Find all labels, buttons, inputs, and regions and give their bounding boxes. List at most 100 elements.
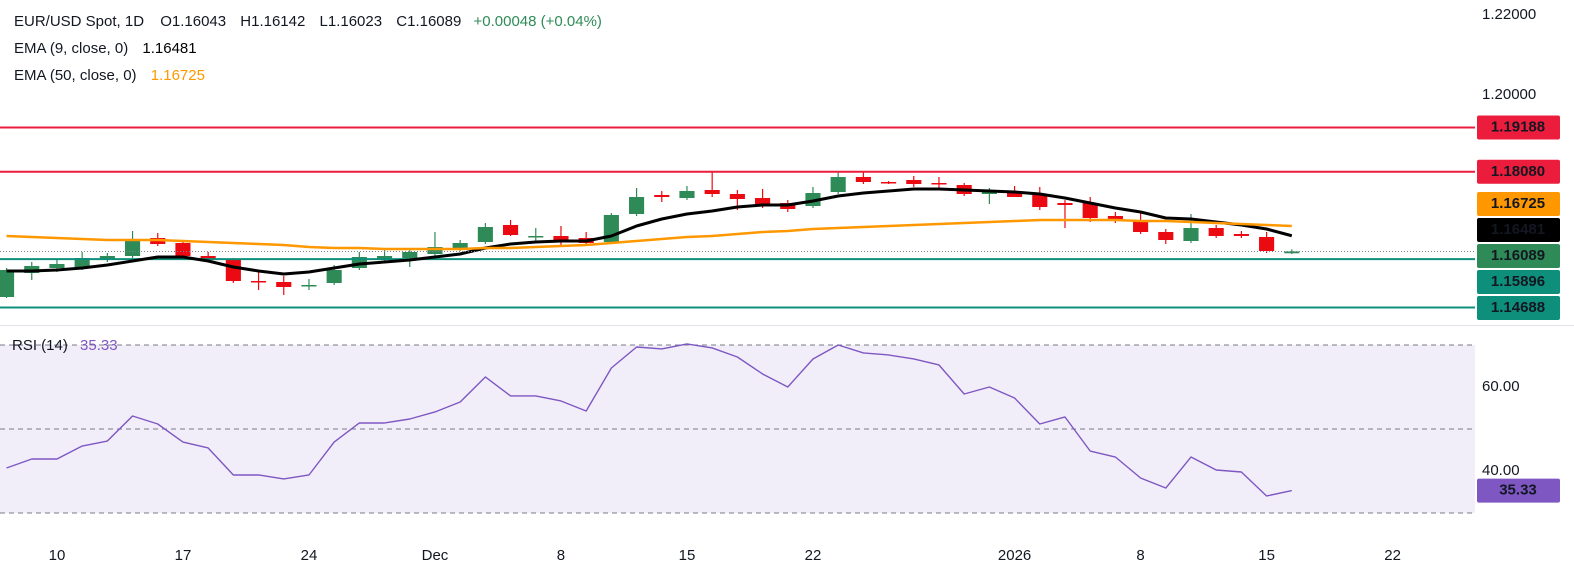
x-tick-label: 15 [679,547,696,564]
x-tick-label: 8 [557,547,565,564]
legend-name: RSI (14) [12,337,68,354]
candle-body [175,243,191,256]
ohlc-low: L1.16023 [320,13,383,30]
candle-body [1233,234,1249,236]
price-box-bg [1477,269,1560,294]
candle-body [402,252,418,258]
rsi-line [6,343,1292,497]
price-box-bg [1477,191,1560,216]
candle-body [1107,216,1123,220]
candle-body [855,177,871,182]
candle-body [1133,220,1149,232]
candle-body [0,270,15,297]
candle-body [881,182,897,184]
candle-body [1183,228,1199,241]
price-box: 1.19188 [1477,115,1560,140]
legend-value: 35.33 [80,337,118,354]
candle-body [99,256,115,259]
rsi-value-box: 35.33 [1477,478,1560,503]
candle-body [1259,237,1275,251]
candle-body [477,227,493,242]
x-tick-label: Dec [422,547,449,564]
y-tick-label: 60.00 [1482,378,1520,395]
ohlc-high: H1.16142 [240,13,305,30]
y-tick-label: 1.22000 [1482,6,1536,23]
price-box-bg [1477,159,1560,184]
legend-name: EMA (50, close, 0) [14,67,137,84]
legend-value: 1.16481 [142,40,196,57]
price-box-bg [1477,295,1560,320]
x-tick-label: 2026 [998,547,1031,564]
candle-body [124,241,141,256]
candle-body [654,195,670,197]
candle-body [679,191,695,198]
y-tick-label: 40.00 [1482,462,1520,479]
x-tick-label: 22 [805,547,822,564]
change: +0.00048 (+0.04%) [474,13,602,30]
x-tick-label: 17 [175,547,192,564]
header: EUR/USD Spot, 1D O1.16043 H1.16142 L1.16… [14,13,602,30]
candle-body [1082,203,1098,218]
rsi-legend: RSI (14) 35.33 [12,337,118,354]
ohlc-close: C1.16089 [396,13,461,30]
plot: 10 17 24 Dec 8 15 22 2026 8 15 22 1.22000 1.20000 60.… [0,6,1560,564]
candle-body [629,197,645,214]
candle-body [200,256,216,259]
candle-body [755,198,771,206]
ohlc-open: O1.16043 [160,13,226,30]
candle-body [830,177,846,192]
candle-body [74,258,90,268]
x-tick-label: 24 [301,547,318,564]
candle-body [49,264,65,268]
candle-body [1007,191,1023,197]
price-box-label: 1.18080 [1491,163,1545,180]
price-box-label: 1.19188 [1491,118,1545,135]
candle-body [704,190,720,194]
candle-body [1208,228,1224,236]
price-box: 1.15896 [1477,269,1560,294]
price-box: 1.16481 [1477,217,1560,242]
candle-body [553,236,569,242]
price-box-bg [1477,115,1560,140]
candle-body [931,183,947,185]
candle-body [906,180,922,184]
symbol-title: EUR/USD Spot, 1D [14,13,144,30]
price-box-label: 1.16089 [1491,247,1545,264]
ema50-legend: EMA (50, close, 0) 1.16725 [14,67,205,84]
candle-body [452,243,468,250]
legend-name: EMA (9, close, 0) [14,40,128,57]
candle-body [225,260,241,281]
x-tick-label: 8 [1136,547,1144,564]
legend-value: 1.16725 [151,67,205,84]
candle-body [528,236,544,238]
x-tick-label: 10 [49,547,66,564]
candle-body [377,256,393,260]
candle-body [301,285,317,287]
candle-body [1158,232,1174,240]
candle-body [326,270,342,283]
candle-body [250,281,267,283]
price-box-label: 1.15896 [1491,273,1545,290]
price-box-label: 1.14688 [1491,299,1545,316]
ema9-legend: EMA (9, close, 0) 1.16481 [14,40,197,57]
x-tick-label: 15 [1258,547,1275,564]
candle-body [1032,195,1048,207]
candle-body [276,282,292,287]
candle-body [427,247,443,254]
ema-line [6,218,1292,251]
value-box-bg [1477,478,1560,503]
x-tick-label: 22 [1384,547,1401,564]
value-box-label: 35.33 [1499,482,1537,499]
price-box-bg [1477,243,1560,268]
price-box: 1.16089 [1477,243,1560,268]
candle-body [1057,203,1073,205]
price-box: 1.18080 [1477,159,1560,184]
ema-line [6,187,1293,276]
price-box: 1.16725 [1477,191,1560,216]
price-box-label: 1.16481 [1491,221,1545,238]
candle-body [1284,251,1300,254]
candle-body [503,225,519,235]
